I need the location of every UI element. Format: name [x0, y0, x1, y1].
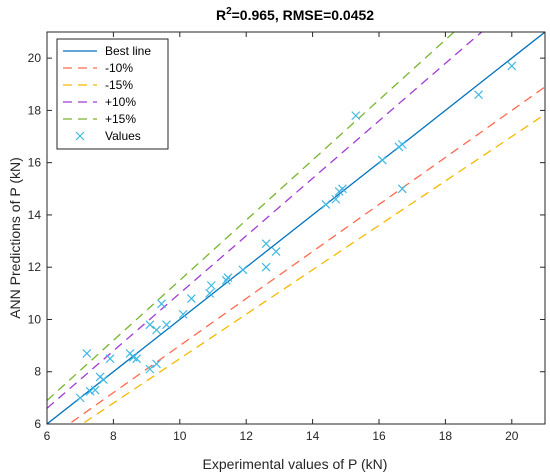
legend-box: [56, 38, 169, 150]
y-tick-label-10: 10: [28, 312, 42, 326]
y-tick-label-20: 20: [28, 51, 42, 65]
legend-label-2: -10%: [105, 61, 133, 75]
data-point-11: [145, 364, 155, 374]
data-point-2: [82, 349, 92, 358]
legend-entry-1: Best line: [63, 44, 151, 58]
data-point-27: [321, 200, 331, 209]
legend-entry-5: +15%: [63, 112, 136, 126]
data-point-24: [261, 239, 271, 249]
data-point-30: [338, 184, 347, 194]
data-point-13: [145, 320, 155, 330]
legend-entry-2: -10%: [63, 61, 133, 75]
x-tick-label-14: 14: [306, 429, 320, 443]
axes-box: [46, 31, 546, 425]
legend-label-3: -15%: [105, 78, 133, 92]
data-point-20: [206, 281, 216, 290]
legend-entry-4: +10%: [63, 95, 136, 109]
x-tick-label-8: 8: [110, 429, 117, 443]
data-point-31: [351, 111, 361, 121]
data-point-22: [223, 273, 233, 283]
data-point-3: [85, 386, 95, 396]
data-point-7: [105, 354, 115, 364]
x-tick-label-18: 18: [439, 429, 453, 443]
y-axis-label: ANN Predictions of P (kN): [7, 157, 23, 319]
x-axis-label: Experimental values of P (kN): [203, 456, 388, 472]
data-point-21: [221, 275, 231, 285]
y-tick-label-16: 16: [28, 156, 42, 170]
series-line-4: [47, 32, 483, 409]
x-tick-label-12: 12: [240, 429, 254, 443]
data-point-16: [162, 320, 171, 330]
plot-area: 6 8 10 12 14 16 18 20 6 8 10 12 14 16 18 20: [28, 31, 546, 443]
data-point-32: [377, 155, 387, 165]
y-tick-label-8: 8: [34, 365, 41, 379]
chart-title: R2=0.965, RMSE=0.0452: [216, 6, 374, 23]
data-point-23: [238, 265, 248, 275]
data-point-1: [75, 393, 85, 403]
series-line-2: [68, 86, 545, 424]
legend: Best line -10% -15% +10% +15% Values: [56, 38, 169, 150]
series-line-1: [47, 32, 545, 424]
x-tick-label-16: 16: [372, 429, 386, 443]
legend-label-5: +15%: [105, 112, 136, 126]
y-tick-label-12: 12: [28, 260, 42, 274]
series-line-3: [80, 113, 545, 424]
y-tick-label-14: 14: [28, 208, 42, 222]
data-point-37: [507, 61, 517, 71]
data-point-4: [90, 385, 100, 395]
data-point-34: [397, 139, 407, 149]
legend-label-4: +10%: [105, 95, 136, 109]
reference-lines: [47, 32, 545, 424]
data-point-26: [271, 247, 281, 256]
data-point-25: [261, 262, 271, 272]
data-point-14: [152, 325, 161, 335]
x-tick-label-10: 10: [173, 429, 187, 443]
y-tick-label-18: 18: [28, 103, 42, 117]
x-tick-label-20: 20: [505, 429, 519, 443]
legend-entry-6: Values: [75, 129, 141, 143]
legend-entry-3: -15%: [63, 78, 133, 92]
data-point-17: [178, 309, 188, 319]
data-point-15: [157, 299, 166, 309]
data-point-28: [331, 194, 341, 204]
data-point-10: [132, 354, 142, 364]
data-point-36: [474, 90, 484, 100]
data-point-19: [205, 288, 215, 298]
data-point-12: [152, 359, 161, 369]
y-tick-label-6: 6: [34, 417, 41, 431]
legend-label-6: Values: [105, 129, 141, 143]
x-tick-label-6: 6: [44, 429, 51, 443]
legend-label-1: Best line: [105, 44, 151, 58]
series-line-5: [47, 32, 456, 401]
scatter-points: [75, 61, 517, 403]
data-point-18: [186, 294, 196, 303]
data-point-6: [99, 375, 108, 384]
data-point-35: [397, 184, 407, 194]
